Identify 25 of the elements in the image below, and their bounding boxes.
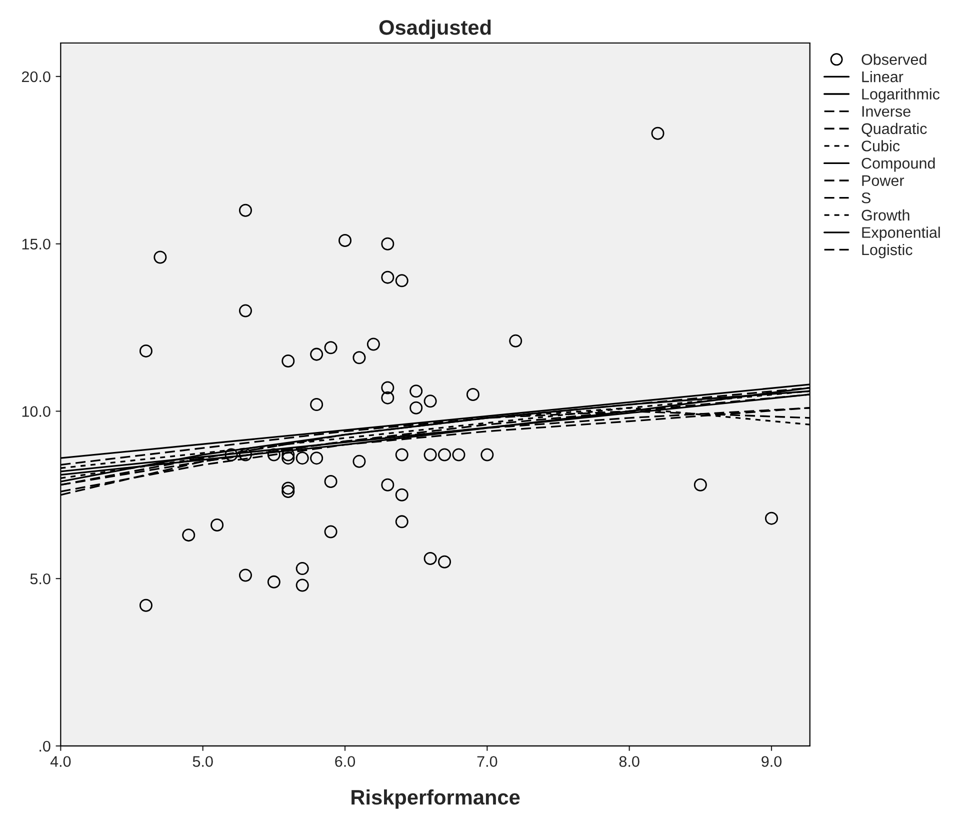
y-tick-label: 15.0 [22,238,50,250]
legend-label: Compound [862,157,935,172]
legend-label: Exponential [862,226,940,241]
x-tick-label: 4.0 [50,756,71,767]
x-tick-label: 5.0 [192,756,213,767]
legend-label: Linear [862,70,904,82]
legend-label: Cubic [862,140,900,152]
y-tick-label: 20.0 [22,71,50,82]
x-axis-title: Riskperformance [352,789,520,809]
y-tick-label: 5.0 [30,573,50,584]
x-tick-label: 8.0 [619,756,640,767]
x-tick-label: 6.0 [335,756,356,767]
legend-label: Quadratic [862,122,927,137]
legend-label: Logistic [862,244,912,258]
legend-label: Power [862,175,904,186]
chart-title: Osadjusted [379,20,491,39]
legend-label: S [862,192,870,204]
legend-label: Growth [862,209,910,221]
legend-label: Logarithmic [862,88,940,103]
y-tick-label: .0 [40,740,50,752]
x-tick-label: 7.0 [477,756,498,767]
legend-label: Inverse [862,106,910,117]
y-tick-label: 10.0 [22,406,50,417]
x-tick-label: 9.0 [762,756,782,767]
legend-label: Observed [862,54,926,65]
